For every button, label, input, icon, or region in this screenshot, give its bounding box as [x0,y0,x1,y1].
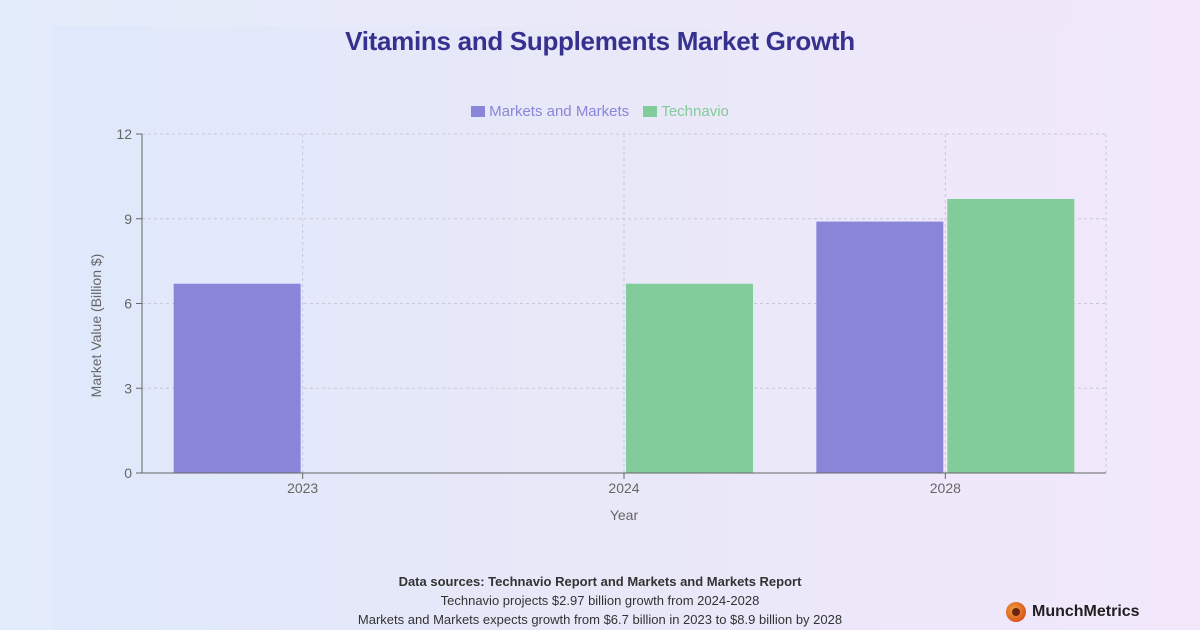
sources-line-technavio: Technavio projects $2.97 billion growth … [440,593,760,608]
y-axis-title: Market Value (Billion $) [88,254,104,398]
chart-title: Vitamins and Supplements Market Growth [345,26,855,56]
bar-markets-and-markets-2028 [816,221,944,473]
legend-item-markets-and-markets[interactable]: Markets and Markets [471,103,629,120]
legend-swatch-markets-and-markets [471,106,486,117]
bar-technavio-2024 [626,283,753,473]
bar-technavio-2028 [947,198,1075,473]
y-tick-label-6: 6 [124,296,132,312]
y-tick-label-9: 9 [124,211,132,227]
x-tick-label-2028: 2028 [930,480,961,496]
legend-label-markets-and-markets: Markets and Markets [489,103,630,120]
legend-label-technavio: Technavio [661,103,729,120]
bar-chart: 0 3 6 9 12 2023 2024 2028 Year Market Value (Bill… [88,126,1107,523]
y-tick-label-0: 0 [124,465,132,481]
x-tick-label-2023: 2023 [287,480,318,496]
y-tick-label-3: 3 [124,380,132,396]
brand-name: MunchMetrics [1032,603,1140,620]
sources-line-markets: Markets and Markets expects growth from … [357,612,843,627]
data-sources: Data sources: Technavio Report and Marke… [0,572,1200,629]
y-tick-label-12: 12 [116,126,132,142]
sources-heading: Data sources: Technavio Report and Marke… [398,574,802,589]
chart-legend: Markets and Markets Technavio [0,103,1200,121]
x-axis-title: Year [610,507,639,523]
legend-item-technavio[interactable]: Technavio [643,103,729,120]
x-tick-label-2024: 2024 [608,480,639,496]
legend-swatch-technavio [643,106,658,117]
brand-logo-icon [1006,602,1026,622]
bar-markets-and-markets-2023 [173,283,301,473]
brand: MunchMetrics [1006,602,1140,622]
